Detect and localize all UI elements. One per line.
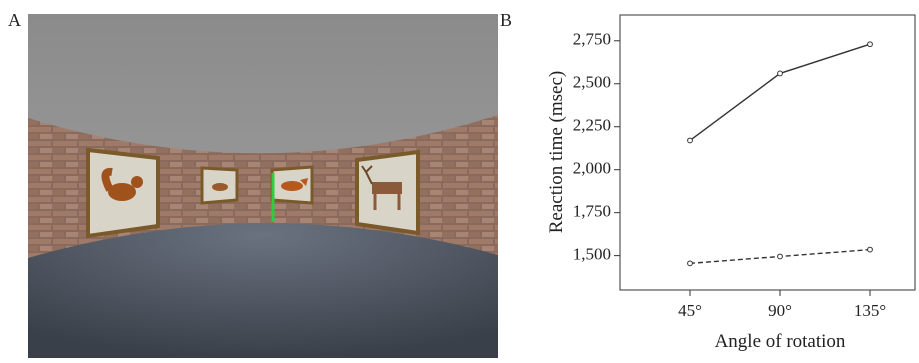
panel-label: B xyxy=(500,10,512,30)
picture-frame xyxy=(357,152,418,233)
picture-frame xyxy=(88,150,158,236)
x-tick-label: 45° xyxy=(678,301,702,320)
data-point xyxy=(778,254,783,259)
data-point xyxy=(778,71,783,76)
x-axis-title: Angle of rotation xyxy=(715,331,846,352)
y-tick-label: 2,500 xyxy=(573,73,611,92)
y-tick-label: 1,750 xyxy=(573,202,611,221)
y-tick-label: 2,750 xyxy=(573,30,611,49)
x-tick-label: 135° xyxy=(854,301,886,320)
series-line xyxy=(690,44,870,140)
y-axis-title: Reaction time (msec) xyxy=(546,71,567,234)
picture-frame xyxy=(202,168,237,203)
data-point xyxy=(868,247,873,252)
y-tick-label: 2,250 xyxy=(573,116,611,135)
scene xyxy=(28,14,498,358)
panel-label: A xyxy=(8,10,21,30)
y-tick-label: 2,000 xyxy=(573,159,611,178)
data-point xyxy=(688,138,693,143)
page: {"panel_labels": ["A", "B"], "chart_data… xyxy=(0,0,919,358)
x-tick-label: 90° xyxy=(768,301,792,320)
data-point xyxy=(868,42,873,47)
data-point xyxy=(688,261,693,266)
figure: A B Angle of rotation Reaction time (mse… xyxy=(0,0,919,358)
picture-frame xyxy=(272,167,312,203)
y-tick-label: 1,500 xyxy=(573,245,611,264)
